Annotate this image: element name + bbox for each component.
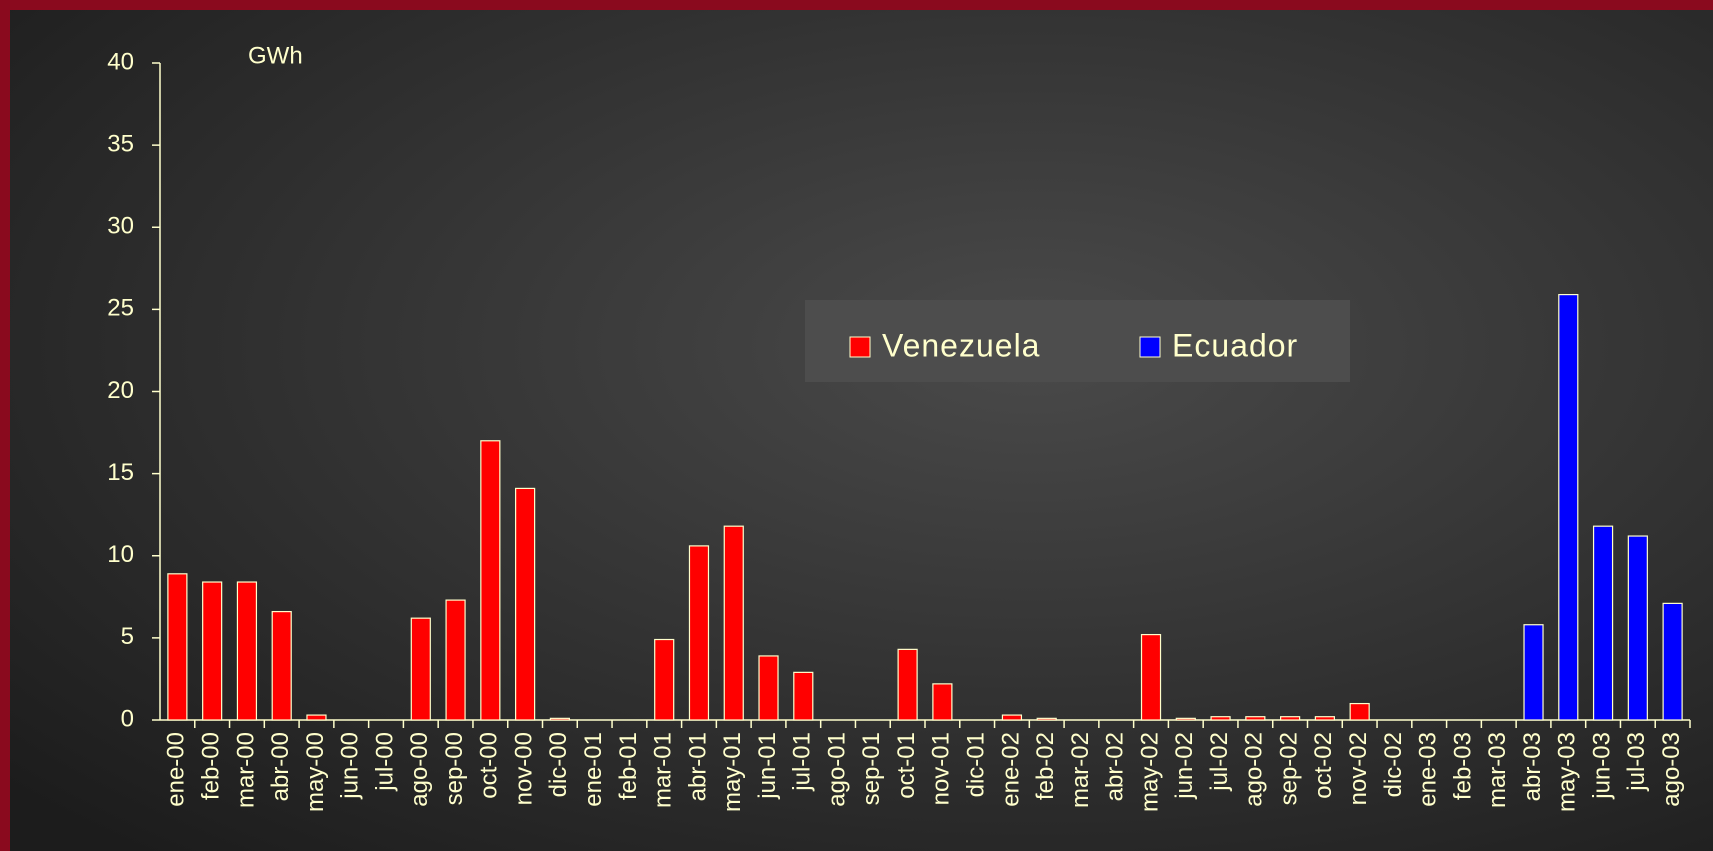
plot-background — [10, 10, 1713, 851]
bar — [932, 683, 953, 721]
x-tick-label: may-02 — [1136, 732, 1163, 812]
x-tick-label: dic-00 — [545, 732, 572, 797]
bar — [306, 714, 327, 721]
x-tick-label: mar-02 — [1067, 732, 1094, 808]
x-tick-label: jun-01 — [754, 732, 781, 800]
y-tick-label: 0 — [121, 705, 134, 732]
bar — [1592, 525, 1614, 721]
x-tick-label: ago-00 — [406, 732, 433, 807]
x-tick-label: jul-03 — [1623, 732, 1650, 792]
legend-box — [805, 300, 1350, 382]
bar — [1210, 716, 1231, 721]
x-tick-label: abr-02 — [1102, 732, 1129, 801]
y-tick-label: 10 — [107, 541, 134, 568]
bar — [167, 573, 188, 721]
x-tick-label: oct-00 — [476, 732, 503, 799]
y-tick-label: 30 — [107, 213, 134, 240]
bar — [1314, 716, 1335, 721]
bar — [1175, 717, 1196, 721]
x-tick-label: jun-03 — [1588, 732, 1615, 800]
x-tick-label: ene-01 — [580, 732, 607, 807]
bar — [202, 581, 223, 721]
x-tick-label: feb-00 — [198, 732, 225, 800]
x-tick-label: sep-01 — [858, 732, 885, 805]
x-tick-label: may-01 — [719, 732, 746, 812]
bar — [1001, 714, 1023, 721]
x-tick-label: jul-00 — [371, 732, 398, 792]
x-tick-label: ene-00 — [163, 732, 190, 807]
y-tick-label: 5 — [121, 623, 134, 650]
x-tick-label: abr-01 — [684, 732, 711, 801]
x-tick-label: abr-00 — [267, 732, 294, 801]
bar — [793, 671, 814, 721]
bar — [1558, 293, 1579, 721]
x-tick-label: feb-02 — [1032, 732, 1059, 800]
x-tick-label: feb-01 — [615, 732, 642, 800]
bar — [236, 581, 258, 721]
bar — [515, 487, 536, 721]
x-tick-label: may-00 — [302, 732, 329, 812]
bar — [1036, 717, 1057, 721]
bar — [1627, 535, 1648, 721]
y-tick-label: 20 — [107, 377, 134, 404]
bar — [1245, 716, 1266, 721]
y-tick-label: 15 — [107, 459, 134, 486]
x-tick-label: jul-02 — [1206, 732, 1233, 792]
bar — [1280, 716, 1301, 721]
bar — [654, 638, 675, 721]
x-tick-label: jun-02 — [1171, 732, 1198, 800]
bar — [480, 440, 501, 721]
y-tick-label: 25 — [107, 295, 134, 322]
x-tick-label: nov-02 — [1345, 732, 1372, 805]
x-tick-label: sep-00 — [441, 732, 468, 805]
x-tick-label: mar-01 — [650, 732, 677, 808]
bar — [1662, 602, 1683, 721]
legend-swatch — [1139, 336, 1161, 358]
x-tick-label: may-03 — [1554, 732, 1581, 812]
y-tick-label: 40 — [107, 48, 134, 75]
bar — [1349, 702, 1370, 721]
x-tick-label: nov-00 — [510, 732, 537, 805]
bar — [549, 717, 570, 721]
x-tick-label: ago-01 — [823, 732, 850, 807]
x-tick-label: jun-00 — [337, 732, 364, 800]
x-tick-label: ene-03 — [1415, 732, 1442, 807]
x-tick-label: ene-02 — [997, 732, 1024, 807]
bar — [271, 610, 292, 721]
legend-label: Venezuela — [882, 327, 1040, 363]
x-tick-label: dic-01 — [963, 732, 990, 797]
bar — [1140, 633, 1162, 721]
x-tick-label: ago-03 — [1658, 732, 1685, 807]
x-tick-label: oct-01 — [893, 732, 920, 799]
bar — [410, 617, 431, 721]
x-tick-label: nov-01 — [928, 732, 955, 805]
x-tick-label: jul-01 — [789, 732, 816, 792]
x-tick-label: mar-00 — [232, 732, 259, 808]
x-tick-label: sep-02 — [1275, 732, 1302, 805]
legend-swatch — [849, 336, 871, 358]
x-tick-label: feb-03 — [1449, 732, 1476, 800]
bar — [758, 655, 779, 721]
bar — [723, 525, 744, 721]
unit-label: GWh — [248, 42, 303, 69]
x-tick-label: abr-03 — [1519, 732, 1546, 801]
x-tick-label: ago-02 — [1241, 732, 1268, 807]
bar — [897, 648, 918, 721]
y-tick-label: 35 — [107, 130, 134, 157]
x-tick-label: oct-02 — [1310, 732, 1337, 799]
bar — [688, 545, 710, 721]
bar — [445, 599, 466, 721]
legend-label: Ecuador — [1172, 327, 1298, 363]
x-tick-label: mar-03 — [1484, 732, 1511, 808]
bar — [1523, 624, 1544, 721]
x-tick-label: dic-02 — [1380, 732, 1407, 797]
